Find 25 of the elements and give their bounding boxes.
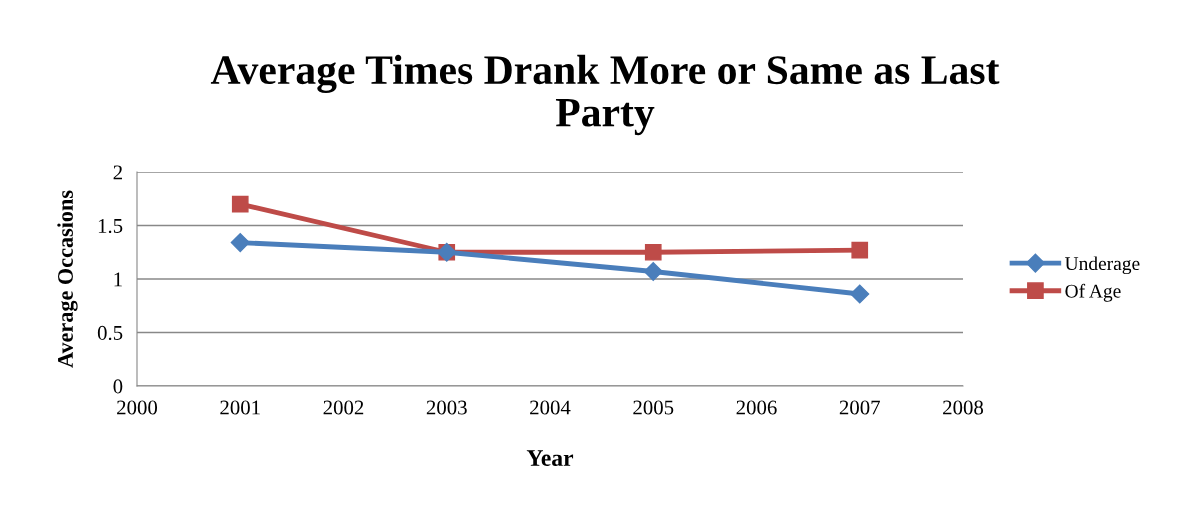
x-tick-label: 2006 — [736, 400, 777, 415]
y-tick-label: 0 — [113, 379, 123, 394]
point — [850, 284, 870, 304]
x-tick-label: 2002 — [323, 400, 364, 415]
x-axis-title: Year — [526, 450, 574, 466]
point — [644, 243, 662, 261]
y-tick-label: 2 — [113, 165, 122, 180]
x-tick-label: 2005 — [633, 400, 674, 415]
y-tick-label: 0.5 — [97, 325, 123, 341]
y-tick-label: 1 — [114, 272, 122, 287]
y-tick-label: 1.5 — [98, 218, 123, 234]
chart-title: Average Times Drank More or Same as Last Party — [210, 54, 1000, 136]
point — [231, 195, 249, 213]
x-tick-label: 2007 — [839, 400, 880, 415]
x-tick-label: 2001 — [220, 400, 260, 415]
x-tick-label: 2000 — [117, 400, 158, 415]
x-tick-label: 2004 — [530, 400, 571, 415]
x-tick-label: 2008 — [943, 400, 984, 415]
y-axis-title: Average Occasions — [57, 190, 78, 368]
legend-label: Underage — [1064, 256, 1140, 275]
x-tick-label: 2003 — [426, 400, 467, 415]
point — [643, 261, 663, 282]
legend-label: Of Age — [1065, 283, 1121, 302]
point — [230, 233, 250, 253]
point — [851, 241, 869, 259]
